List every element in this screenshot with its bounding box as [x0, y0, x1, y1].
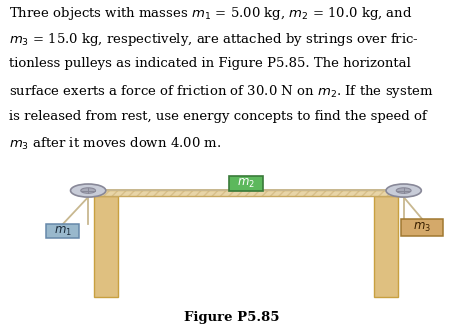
Text: $m_3$: $m_3$: [413, 221, 430, 234]
Text: $m_3$ after it moves down 4.00 m.: $m_3$ after it moves down 4.00 m.: [9, 136, 221, 152]
Text: $m_3$ = 15.0 kg, respectively, are attached by strings over fric-: $m_3$ = 15.0 kg, respectively, are attac…: [9, 31, 419, 48]
Circle shape: [70, 184, 106, 197]
Bar: [94, 196, 118, 297]
Circle shape: [395, 188, 410, 193]
Bar: [88, 190, 403, 196]
Text: surface exerts a force of friction of 30.0 N on $m_2$. If the system: surface exerts a force of friction of 30…: [9, 83, 433, 100]
Bar: [88, 190, 403, 196]
Text: tionless pulleys as indicated in Figure P5.85. The horizontal: tionless pulleys as indicated in Figure …: [9, 57, 410, 70]
Text: Three objects with masses $m_1$ = 5.00 kg, $m_2$ = 10.0 kg, and: Three objects with masses $m_1$ = 5.00 k…: [9, 5, 412, 22]
Text: is released from rest, use energy concepts to find the speed of: is released from rest, use energy concep…: [9, 110, 426, 122]
Text: Figure P5.85: Figure P5.85: [184, 311, 279, 324]
Text: $m_2$: $m_2$: [237, 177, 254, 190]
Bar: [46, 224, 79, 238]
Bar: [373, 196, 397, 297]
Circle shape: [81, 188, 95, 193]
Circle shape: [385, 184, 420, 197]
Text: $m_1$: $m_1$: [54, 225, 71, 238]
Bar: [400, 219, 442, 236]
Bar: [229, 176, 262, 191]
